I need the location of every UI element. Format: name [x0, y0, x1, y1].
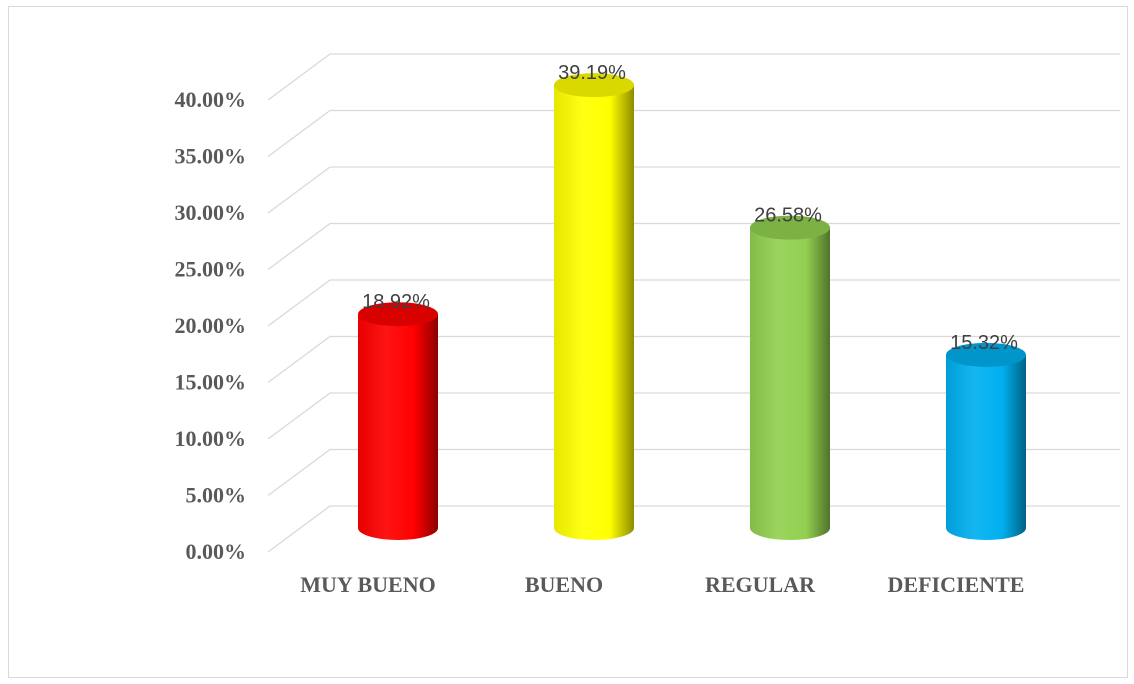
data-label: 15.32% [950, 332, 1018, 354]
gridline-diagonal [267, 335, 331, 384]
x-axis-ticks: MUY BUENO BUENO REGULAR DEFICIENTE [300, 572, 1024, 597]
bar-deficiente [946, 342, 1026, 540]
y-tick-label: 35.00% [175, 144, 247, 169]
bar-muy-bueno [358, 302, 438, 540]
x-tick-label: MUY BUENO [300, 572, 435, 597]
gridline-diagonal [267, 279, 331, 327]
y-tick-label: 5.00% [186, 483, 247, 508]
bar-top [358, 302, 438, 327]
y-axis-ticks: 0.00% 5.00% 10.00% 15.00% 20.00% 25.00% 30.00%… [175, 87, 247, 564]
data-label: 39.19% [558, 62, 626, 84]
y-tick-label: 25.00% [175, 257, 247, 282]
bar-body [358, 314, 438, 540]
gridline-diagonal [267, 166, 331, 214]
gridline-diagonal [267, 392, 331, 440]
gridline-diagonal [267, 53, 331, 101]
bar-top [554, 73, 634, 98]
gridline-diagonal [267, 222, 331, 271]
gridline-diagonal [267, 109, 331, 158]
y-tick-label: 30.00% [175, 200, 247, 225]
bar-body [750, 227, 830, 540]
gridline-diagonal [267, 448, 331, 497]
x-tick-label: REGULAR [705, 572, 816, 597]
bar-body [554, 85, 634, 540]
bar-top [750, 215, 830, 240]
y-tick-label: 0.00% [186, 539, 247, 564]
x-tick-label: DEFICIENTE [888, 572, 1025, 597]
data-label: 26.58% [754, 205, 822, 227]
bar-regular [750, 215, 830, 540]
bars-layer [358, 73, 1026, 540]
y-tick-label: 15.00% [175, 370, 247, 395]
bar-top [946, 342, 1026, 367]
x-tick-label: BUENO [525, 572, 603, 597]
bar-body [946, 354, 1026, 540]
bar-bueno [554, 73, 634, 540]
y-tick-label: 20.00% [175, 313, 247, 338]
data-labels-layer: 18.92% 39.19% 26.58% 15.32% [362, 62, 1018, 354]
y-tick-label: 10.00% [175, 426, 247, 451]
y-tick-label: 40.00% [175, 87, 247, 112]
gridline-diagonal [267, 505, 331, 553]
data-label: 18.92% [362, 291, 430, 313]
